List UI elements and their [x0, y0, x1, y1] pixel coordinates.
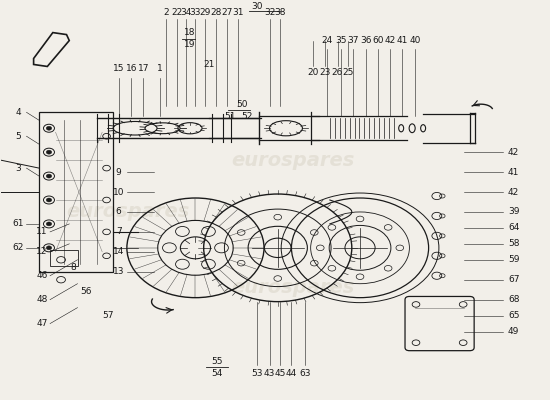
- Text: 56: 56: [80, 287, 91, 296]
- Text: 42: 42: [508, 148, 519, 157]
- Text: 5: 5: [15, 132, 21, 141]
- Text: 27: 27: [221, 8, 233, 17]
- Text: 21: 21: [204, 60, 215, 69]
- Text: 1: 1: [157, 64, 163, 73]
- Text: 53: 53: [252, 369, 263, 378]
- Circle shape: [46, 174, 52, 178]
- Text: 58: 58: [508, 239, 519, 248]
- Text: 30: 30: [252, 2, 263, 11]
- Text: 43: 43: [264, 369, 275, 378]
- Text: 15: 15: [113, 64, 124, 73]
- Text: 47: 47: [36, 319, 47, 328]
- Text: 44: 44: [286, 369, 297, 378]
- Text: 61: 61: [13, 220, 24, 228]
- Text: 29: 29: [200, 8, 211, 17]
- Text: 52: 52: [241, 112, 252, 121]
- Text: 8: 8: [71, 263, 76, 272]
- Text: 14: 14: [113, 247, 124, 256]
- Text: 16: 16: [125, 64, 137, 73]
- Circle shape: [46, 222, 52, 226]
- Circle shape: [46, 150, 52, 154]
- Text: 34: 34: [180, 8, 192, 17]
- Text: 32: 32: [264, 8, 275, 17]
- Text: 3: 3: [15, 164, 21, 173]
- Text: 38: 38: [275, 8, 286, 17]
- Text: 4: 4: [15, 108, 21, 117]
- Text: eurospares: eurospares: [67, 202, 190, 222]
- Text: 20: 20: [307, 68, 319, 77]
- Circle shape: [46, 126, 52, 130]
- Text: 12: 12: [36, 247, 47, 256]
- Text: 28: 28: [210, 8, 222, 17]
- Text: 24: 24: [322, 36, 333, 45]
- Text: 22: 22: [172, 8, 183, 17]
- Text: 7: 7: [116, 227, 122, 236]
- Text: 10: 10: [113, 188, 124, 196]
- Text: eurospares: eurospares: [231, 278, 355, 297]
- Text: 9: 9: [116, 168, 122, 176]
- Text: 48: 48: [36, 295, 47, 304]
- Text: 64: 64: [508, 224, 519, 232]
- Text: 23: 23: [320, 68, 331, 77]
- Text: 57: 57: [102, 311, 113, 320]
- Circle shape: [46, 246, 52, 250]
- Text: 33: 33: [190, 8, 201, 17]
- Text: 68: 68: [508, 295, 519, 304]
- Text: 19: 19: [184, 40, 196, 49]
- Text: 45: 45: [275, 369, 286, 378]
- Text: 59: 59: [508, 255, 519, 264]
- Text: 2: 2: [163, 8, 169, 17]
- Text: 42: 42: [384, 36, 396, 45]
- Circle shape: [46, 198, 52, 202]
- Text: 35: 35: [335, 36, 346, 45]
- Text: 17: 17: [138, 64, 149, 73]
- Text: 46: 46: [36, 271, 47, 280]
- Text: 62: 62: [13, 243, 24, 252]
- Text: 41: 41: [508, 168, 519, 176]
- Text: 40: 40: [410, 36, 421, 45]
- Text: 50: 50: [236, 100, 248, 109]
- Text: 54: 54: [212, 369, 223, 378]
- Text: 26: 26: [332, 68, 343, 77]
- Text: 11: 11: [36, 227, 48, 236]
- Text: 55: 55: [212, 357, 223, 366]
- Text: 65: 65: [508, 311, 519, 320]
- Text: 67: 67: [508, 275, 519, 284]
- Text: 39: 39: [508, 208, 519, 216]
- Text: 6: 6: [116, 208, 122, 216]
- Text: 36: 36: [360, 36, 372, 45]
- Text: 18: 18: [184, 28, 196, 37]
- Text: 49: 49: [508, 327, 519, 336]
- Text: 41: 41: [397, 36, 408, 45]
- Text: 31: 31: [232, 8, 244, 17]
- Text: 60: 60: [372, 36, 384, 45]
- Text: 51: 51: [224, 112, 236, 121]
- Text: 25: 25: [342, 68, 354, 77]
- Text: 13: 13: [113, 267, 124, 276]
- Text: 63: 63: [299, 369, 311, 378]
- Text: eurospares: eurospares: [231, 151, 355, 170]
- Text: 42: 42: [508, 188, 519, 196]
- Text: 37: 37: [348, 36, 359, 45]
